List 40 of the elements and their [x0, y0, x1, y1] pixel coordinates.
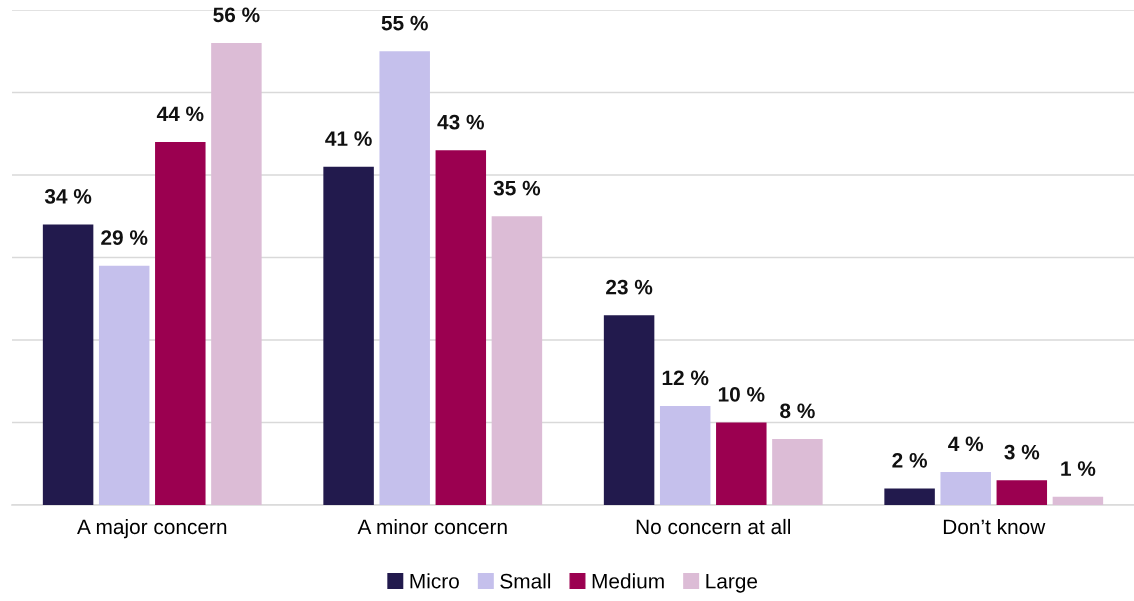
data-label: 29 %: [101, 230, 148, 245]
bar: [435, 150, 487, 505]
data-label: 34 %: [44, 188, 92, 204]
legend-label: Micro: [410, 573, 459, 589]
data-label: 55 %: [381, 15, 428, 31]
data-label: 23 %: [606, 279, 653, 295]
bar: [1052, 496, 1104, 505]
bar: [772, 439, 823, 505]
data-label: 12 %: [662, 370, 709, 386]
bar: [379, 51, 430, 505]
bar: [98, 265, 150, 505]
data-label: 4 %: [948, 436, 984, 452]
bar: [884, 488, 935, 505]
data-label: 1 %: [1061, 461, 1096, 476]
bar: [211, 43, 262, 505]
bar: [42, 224, 94, 505]
bar: [940, 472, 991, 505]
x-tick-label: Don’t know: [943, 518, 1046, 535]
data-label: 8 %: [780, 403, 815, 419]
x-tick-label: A minor concern: [357, 518, 507, 535]
bar: [716, 422, 767, 505]
data-label: 10 %: [718, 386, 765, 402]
bar: [996, 480, 1048, 505]
data-label: 44 %: [156, 106, 204, 122]
data-label: 41 %: [325, 131, 372, 146]
data-label: 2 %: [892, 452, 927, 468]
legend-label: Medium: [592, 573, 664, 589]
bar: [155, 142, 206, 505]
legend-label: Large: [706, 574, 758, 593]
legend-label: Small: [500, 573, 551, 589]
bar: [491, 216, 543, 505]
data-label: 3 %: [1004, 444, 1040, 460]
bar: [659, 406, 711, 505]
x-tick-label: No concern at all: [636, 518, 791, 535]
x-tick-label: A major concern: [77, 518, 227, 539]
data-label: 35 %: [493, 180, 541, 196]
bar: [603, 315, 655, 505]
data-label: 43 %: [437, 114, 484, 130]
data-label: 56 %: [213, 7, 260, 23]
bar: [323, 166, 374, 505]
